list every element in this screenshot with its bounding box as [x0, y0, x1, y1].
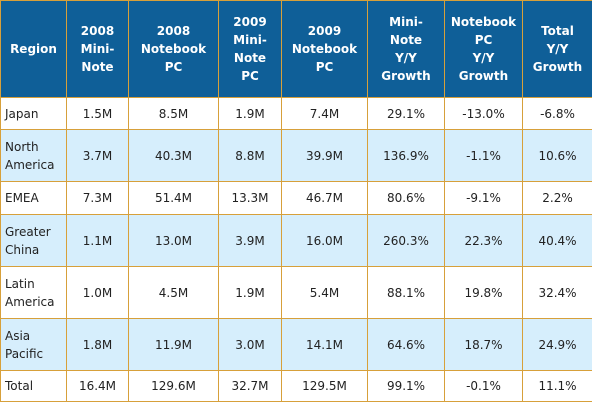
- table-row: EMEA 7.3M 51.4M 13.3M 46.7M 80.6% -9.1% …: [1, 182, 592, 215]
- table-cell: 32.7M: [219, 371, 282, 401]
- table-cell: -6.8%: [523, 98, 592, 130]
- table-cell: 16.0M: [282, 215, 368, 267]
- table-row: Latin America 1.0M 4.5M 1.9M 5.4M 88.1% …: [1, 267, 592, 319]
- table-cell: 11.1%: [523, 371, 592, 401]
- table-cell: 29.1%: [368, 98, 445, 130]
- table-cell: 3.0M: [219, 319, 282, 371]
- table-cell: 136.9%: [368, 130, 445, 182]
- table-row: North America 3.7M 40.3M 8.8M 39.9M 136.…: [1, 130, 592, 182]
- table-cell: -1.1%: [445, 130, 523, 182]
- table-cell: 88.1%: [368, 267, 445, 319]
- header-region: Region: [1, 1, 67, 98]
- table-cell: 22.3%: [445, 215, 523, 267]
- header-2009-notebook-pc: 2009 Notebook PC: [282, 1, 368, 98]
- table-cell: 16.4M: [67, 371, 129, 401]
- table-cell: 5.4M: [282, 267, 368, 319]
- table-cell: 3.7M: [67, 130, 129, 182]
- table-cell: 1.9M: [219, 98, 282, 130]
- table-cell: 40.3M: [129, 130, 219, 182]
- table-row: Japan 1.5M 8.5M 1.9M 7.4M 29.1% -13.0% -…: [1, 98, 592, 130]
- header-total-yy-growth: Total Y/Y Growth: [523, 1, 592, 98]
- table-cell: 4.5M: [129, 267, 219, 319]
- table-cell: 3.9M: [219, 215, 282, 267]
- table-cell: -13.0%: [445, 98, 523, 130]
- table-cell: 1.5M: [67, 98, 129, 130]
- table-cell: 24.9%: [523, 319, 592, 371]
- table-cell: 129.5M: [282, 371, 368, 401]
- table-cell: 32.4%: [523, 267, 592, 319]
- region-cell: Greater China: [1, 215, 67, 267]
- table-cell: 13.0M: [129, 215, 219, 267]
- table-row-total: Total 16.4M 129.6M 32.7M 129.5M 99.1% -0…: [1, 371, 592, 401]
- table-cell: 51.4M: [129, 182, 219, 215]
- table-cell: 13.3M: [219, 182, 282, 215]
- table-cell: 14.1M: [282, 319, 368, 371]
- region-cell: Japan: [1, 98, 67, 130]
- table-cell: 39.9M: [282, 130, 368, 182]
- table-row: Asia Pacific 1.8M 11.9M 3.0M 14.1M 64.6%…: [1, 319, 592, 371]
- table-cell: 46.7M: [282, 182, 368, 215]
- region-cell: North America: [1, 130, 67, 182]
- table-cell: 19.8%: [445, 267, 523, 319]
- table-cell: 7.4M: [282, 98, 368, 130]
- table-cell: 8.5M: [129, 98, 219, 130]
- table-cell: 99.1%: [368, 371, 445, 401]
- table-cell: 8.8M: [219, 130, 282, 182]
- table-cell: 1.1M: [67, 215, 129, 267]
- region-cell: EMEA: [1, 182, 67, 215]
- table-cell: 40.4%: [523, 215, 592, 267]
- table-cell: 1.8M: [67, 319, 129, 371]
- region-cell: Total: [1, 371, 67, 401]
- table-cell: 18.7%: [445, 319, 523, 371]
- table-cell: 80.6%: [368, 182, 445, 215]
- header-mini-note-yy-growth: Mini- Note Y/Y Growth: [368, 1, 445, 98]
- table-row: Greater China 1.1M 13.0M 3.9M 16.0M 260.…: [1, 215, 592, 267]
- table-cell: 1.0M: [67, 267, 129, 319]
- table-cell: 2.2%: [523, 182, 592, 215]
- header-2009-mini-note-pc: 2009 Mini- Note PC: [219, 1, 282, 98]
- header-2008-notebook-pc: 2008 Notebook PC: [129, 1, 219, 98]
- region-cell: Asia Pacific: [1, 319, 67, 371]
- table-cell: 260.3%: [368, 215, 445, 267]
- header-notebook-pc-yy-growth: Notebook PC Y/Y Growth: [445, 1, 523, 98]
- header-row: Region 2008 Mini- Note 2008 Notebook PC …: [1, 1, 592, 98]
- table-cell: 1.9M: [219, 267, 282, 319]
- table-cell: 7.3M: [67, 182, 129, 215]
- table-cell: 129.6M: [129, 371, 219, 401]
- header-2008-mini-note: 2008 Mini- Note: [67, 1, 129, 98]
- table-cell: 11.9M: [129, 319, 219, 371]
- region-cell: Latin America: [1, 267, 67, 319]
- table-cell: -9.1%: [445, 182, 523, 215]
- table-cell: -0.1%: [445, 371, 523, 401]
- table-cell: 64.6%: [368, 319, 445, 371]
- table-cell: 10.6%: [523, 130, 592, 182]
